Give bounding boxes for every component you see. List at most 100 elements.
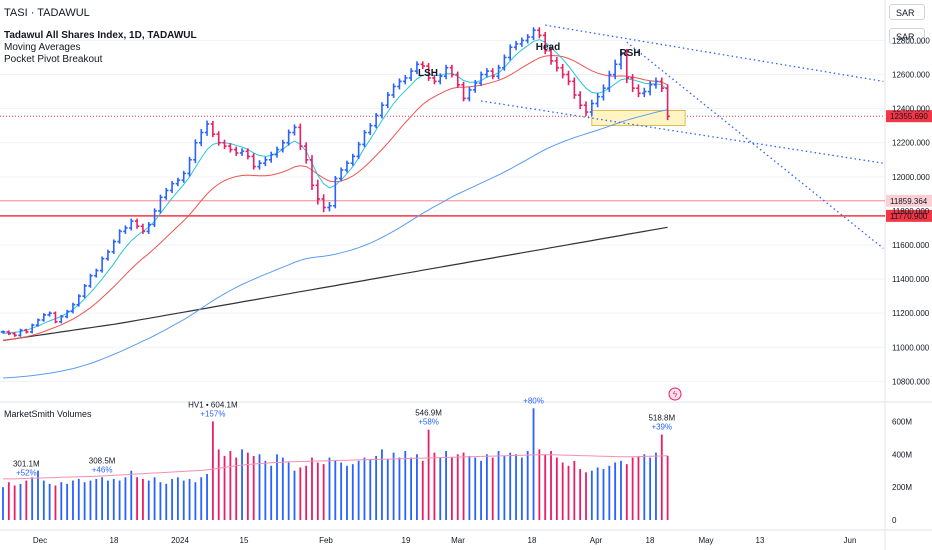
ohlc-bar <box>350 153 355 166</box>
ohlc-bar <box>70 302 76 314</box>
volume-bar <box>660 434 663 520</box>
ohlc-bar <box>164 187 169 200</box>
volume-bar <box>515 454 517 520</box>
ma-200-line <box>2 226 668 342</box>
volume-bar <box>328 457 331 520</box>
ohlc-bar <box>525 34 530 44</box>
volume-bars: 301.1M+52% 308.5M+46% HV1 • 604.1M+157% 546… <box>2 396 675 520</box>
ohlc-bar <box>181 170 186 183</box>
ohlc-bar <box>642 87 647 98</box>
volume-bar <box>485 454 488 520</box>
ohlc-bar <box>379 102 385 119</box>
currency-chip-second[interactable]: SAR <box>889 28 925 44</box>
time-tick-label: Jun <box>844 536 857 545</box>
volume-bar <box>480 460 482 520</box>
ohlc-bars <box>0 27 670 337</box>
symbol-title[interactable]: TASI · TADAWUL <box>4 7 90 19</box>
volume-bar <box>555 457 558 520</box>
time-tick-label: 2024 <box>171 536 189 545</box>
volume-bar <box>316 462 319 520</box>
ohlc-bar <box>88 273 93 288</box>
ohlc-bar <box>443 64 449 80</box>
legend-pocket-pivot[interactable]: Pocket Pivot Breakout <box>4 54 103 65</box>
ohlc-bar <box>35 318 41 327</box>
volume-bar <box>585 472 587 520</box>
ohlc-bar <box>239 148 245 156</box>
ohlc-bar <box>519 37 525 47</box>
ohlc-bar <box>204 120 210 136</box>
volume-bar <box>532 408 535 520</box>
volume-bar <box>118 480 121 520</box>
time-tick-label: Feb <box>319 536 333 545</box>
ohlc-bar <box>583 101 589 116</box>
volume-bar <box>410 457 412 520</box>
volume-bar <box>462 452 465 520</box>
ohlc-bar <box>222 139 227 150</box>
volume-bar <box>165 483 168 520</box>
ohlc-bar <box>303 142 309 164</box>
ohlc-bar <box>199 129 204 147</box>
ohlc-bar <box>391 83 396 98</box>
volume-bar <box>386 459 389 520</box>
volume-bar <box>60 482 63 520</box>
volume-bar <box>573 460 576 520</box>
ohlc-bar <box>665 84 670 121</box>
ohlc-bar <box>158 194 163 214</box>
ohlc-bar <box>542 31 548 55</box>
volume-annotation-pct: +39% <box>651 423 672 432</box>
ohlc-bar <box>647 80 653 96</box>
ohlc-bar <box>467 86 472 102</box>
volume-bar <box>421 460 424 520</box>
pattern-label-lsh: LSH <box>418 68 438 79</box>
currency-chip-top[interactable]: SAR <box>889 4 925 20</box>
ohlc-bar <box>496 64 501 80</box>
volume-bar <box>211 421 214 520</box>
volume-tick-label: 200M <box>892 483 912 492</box>
pocket-pivot-marker <box>668 387 682 401</box>
volume-bar <box>48 483 51 520</box>
volume-bar <box>147 480 150 520</box>
ohlc-bar <box>484 68 490 78</box>
volume-bar <box>509 452 512 520</box>
volume-bar <box>153 477 156 520</box>
ohlc-bar <box>461 81 466 102</box>
volume-bar <box>112 478 115 520</box>
volume-bar <box>561 462 564 520</box>
pattern-label-head: Head <box>536 42 560 53</box>
volume-bar <box>229 451 232 520</box>
volume-bar <box>136 477 138 520</box>
pattern-label-rsh: RSH <box>619 48 640 59</box>
legend-moving-averages[interactable]: Moving Averages <box>4 42 81 53</box>
level-price-tag <box>886 194 932 207</box>
volume-bar <box>25 480 28 520</box>
volume-annotation-pct: +157% <box>200 409 225 418</box>
ohlc-bar <box>228 143 233 153</box>
volume-bar <box>299 467 302 520</box>
volume-bar <box>346 465 348 520</box>
ohlc-bar <box>24 328 29 334</box>
time-tick-label: 18 <box>110 536 119 545</box>
volume-bar <box>276 454 278 520</box>
ohlc-bar <box>263 156 268 167</box>
support-levels: 11859.364 11770.900 12355.690 <box>0 109 932 222</box>
ohlc-bar <box>146 221 151 234</box>
volume-bar <box>474 457 477 520</box>
volume-bar <box>456 454 459 520</box>
volume-bar <box>72 480 74 520</box>
ohlc-bar <box>414 61 420 75</box>
ohlc-bar <box>478 71 484 87</box>
ohlc-bar <box>187 156 192 177</box>
volume-bar <box>171 478 173 520</box>
volume-annotation-pct: +80% <box>523 396 544 405</box>
ohlc-bar <box>0 330 6 334</box>
ohlc-bar <box>537 27 542 39</box>
volume-bar <box>666 455 669 520</box>
volume-bar <box>544 454 547 520</box>
price-tick-label: 11400.000 <box>892 275 930 284</box>
ohlc-bar <box>193 139 198 164</box>
volume-bar <box>305 465 308 520</box>
legend-series-title[interactable]: Tadawul All Shares Index, 1D, TADAWUL <box>4 30 197 41</box>
ohlc-bar <box>152 208 157 228</box>
volume-tick-label: 0 <box>892 516 897 525</box>
